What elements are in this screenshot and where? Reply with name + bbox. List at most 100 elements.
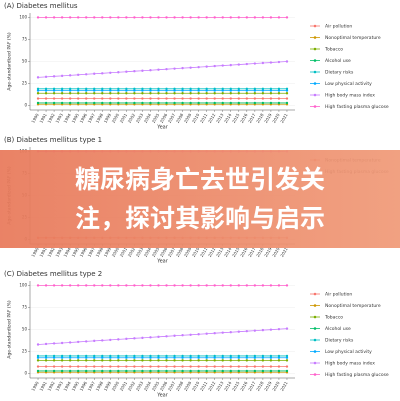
point xyxy=(221,92,224,95)
point xyxy=(237,365,240,368)
point xyxy=(60,341,64,345)
point xyxy=(44,92,48,95)
point xyxy=(117,354,120,358)
point xyxy=(101,87,104,91)
point xyxy=(277,356,281,359)
point xyxy=(285,97,289,100)
point xyxy=(173,284,176,287)
point xyxy=(181,334,184,337)
point xyxy=(157,365,160,368)
x-tick-label: 2018 xyxy=(255,246,265,258)
point xyxy=(197,369,200,373)
x-tick-label: 1994 xyxy=(62,112,72,124)
point xyxy=(52,356,56,359)
point xyxy=(165,92,168,95)
x-tick-label: 2013 xyxy=(215,112,225,124)
y-tick-label: 50 xyxy=(22,59,28,64)
point xyxy=(237,89,240,92)
legend-label: Low physical activity xyxy=(325,81,372,87)
point xyxy=(165,365,168,368)
legend-label: Air pollution xyxy=(325,292,352,298)
point xyxy=(197,354,200,358)
point xyxy=(36,284,40,287)
point xyxy=(181,89,184,92)
point xyxy=(125,284,128,287)
point xyxy=(141,69,144,72)
point xyxy=(269,328,273,331)
x-tick-label: 2019 xyxy=(263,380,273,392)
point xyxy=(52,284,56,287)
legend-marker xyxy=(313,350,317,353)
point xyxy=(197,359,200,362)
point xyxy=(245,284,249,287)
y-tick-label: 75 xyxy=(22,36,28,41)
point xyxy=(125,70,128,73)
point xyxy=(269,369,273,373)
legend-marker xyxy=(313,82,317,85)
point xyxy=(245,356,249,359)
point xyxy=(269,87,273,91)
point xyxy=(76,87,80,91)
legend-label: Dietary risks xyxy=(325,338,354,344)
legend-marker xyxy=(313,373,317,376)
point xyxy=(52,97,56,100)
x-tick-label: 2010 xyxy=(191,246,201,258)
point xyxy=(253,87,257,91)
point xyxy=(253,62,257,65)
point xyxy=(205,87,208,91)
point xyxy=(109,356,112,359)
point xyxy=(277,101,281,105)
x-tick-label: 2018 xyxy=(255,380,265,392)
point xyxy=(189,356,192,359)
x-tick-label: 1999 xyxy=(103,246,113,258)
point xyxy=(245,101,249,105)
point xyxy=(269,354,273,358)
point xyxy=(173,87,176,91)
point xyxy=(253,359,257,362)
point xyxy=(85,101,88,105)
point xyxy=(76,97,80,100)
point xyxy=(181,16,184,19)
x-tick-label: 1991 xyxy=(38,112,48,124)
point xyxy=(52,89,56,92)
point xyxy=(221,101,224,105)
point xyxy=(93,72,96,75)
point xyxy=(76,359,80,362)
point xyxy=(52,16,56,19)
point xyxy=(261,92,265,95)
x-tick-label: 2006 xyxy=(159,112,169,124)
point xyxy=(253,92,257,95)
point xyxy=(125,89,128,92)
point xyxy=(76,89,80,92)
point xyxy=(237,92,240,95)
point xyxy=(269,359,273,362)
point xyxy=(285,87,289,91)
x-tick-label: 2014 xyxy=(223,112,233,124)
point xyxy=(173,369,176,373)
point xyxy=(141,359,144,362)
point xyxy=(237,359,240,362)
point xyxy=(101,354,104,358)
point xyxy=(68,356,72,359)
point xyxy=(205,354,208,358)
point xyxy=(149,92,152,95)
point xyxy=(253,329,257,332)
point xyxy=(117,97,120,100)
point xyxy=(52,369,56,373)
point xyxy=(117,89,120,92)
point xyxy=(173,334,176,337)
x-tick-label: 2021 xyxy=(279,380,289,392)
point xyxy=(141,16,144,19)
legend-label: High fasting plasma glucose xyxy=(325,104,389,110)
point xyxy=(237,356,240,359)
x-tick-label: 2000 xyxy=(111,380,121,392)
point xyxy=(117,87,120,91)
point xyxy=(60,89,64,92)
point xyxy=(141,369,144,373)
point xyxy=(245,87,249,91)
point xyxy=(125,87,128,91)
point xyxy=(109,354,112,358)
point xyxy=(253,16,257,19)
point xyxy=(60,354,64,358)
point xyxy=(277,354,281,358)
